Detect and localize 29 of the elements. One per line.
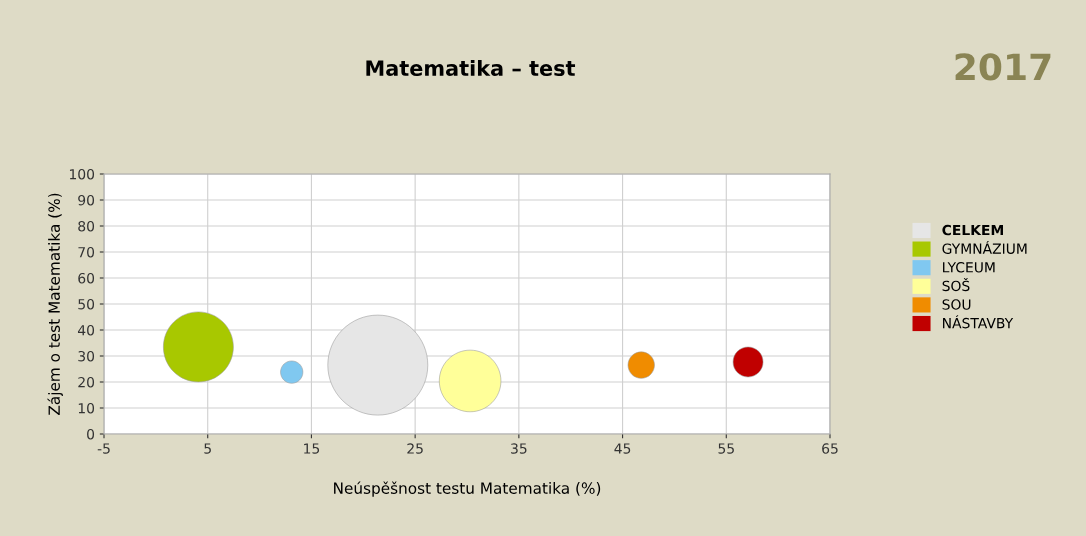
y-tick-label: 60	[78, 272, 95, 284]
y-tick-label: 50	[78, 298, 95, 310]
text: 2017	[955, 53, 1051, 81]
y-tick-label: 30	[78, 350, 95, 362]
legend-label: SOŠ	[942, 278, 970, 292]
x-tick-label: 5	[204, 443, 211, 454]
x-tick-label: 25	[407, 443, 423, 454]
y-tick-label: 80	[78, 220, 95, 232]
y-tick-label: 10	[78, 402, 95, 414]
legend-label: NÁSTAVBY	[943, 315, 1014, 329]
y-tick-label: 40	[77, 324, 95, 336]
y-tick-label: 70	[78, 246, 95, 258]
x-tick-label: 55	[718, 443, 734, 454]
legend-label: LYCEUM	[943, 262, 995, 273]
x-tick-label: 15	[304, 443, 320, 454]
y-tick-label: 100	[69, 168, 95, 180]
y-tick-label: 0	[87, 428, 95, 440]
legend-label: SOU	[942, 299, 971, 310]
y-tick-label: 90	[78, 194, 95, 206]
chart-title: Matematika – test	[366, 59, 576, 77]
x-tick-label: 35	[511, 443, 527, 454]
x-tick-label: 65	[822, 443, 838, 454]
x-tick-label: -5	[97, 443, 110, 454]
x-tick-label: 45	[614, 443, 631, 454]
legend-label: GYMNÁZIUM	[942, 240, 1027, 254]
y-tick-label: 20	[78, 376, 95, 388]
x-axis-title: Neúspěšnost testu Matematika (%)	[334, 481, 601, 497]
legend-label: CELKEM	[942, 224, 1003, 236]
y-axis-title: Zájem o test Matematika (%)	[47, 193, 63, 415]
